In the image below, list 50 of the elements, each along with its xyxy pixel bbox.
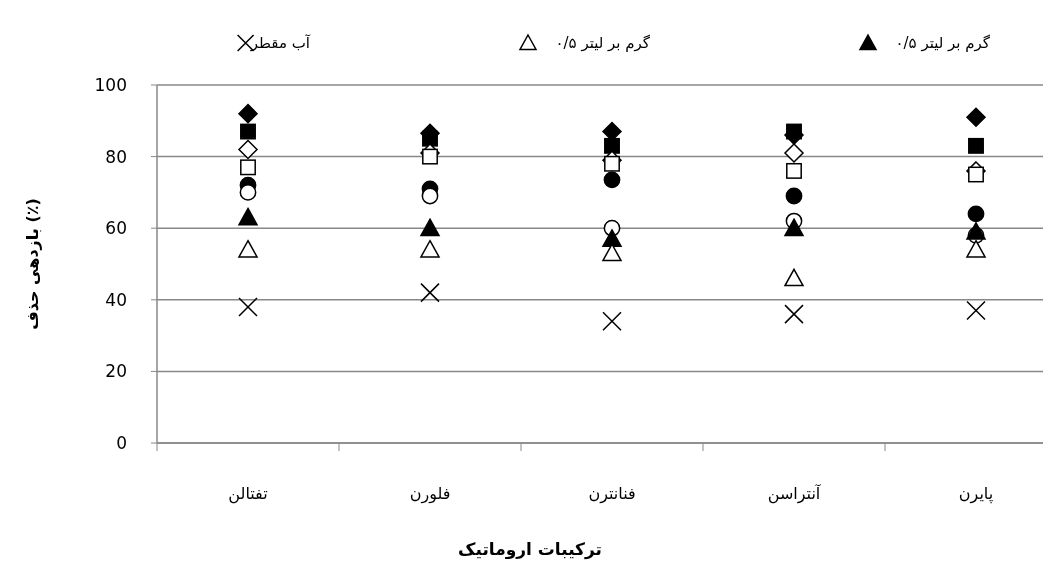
point (968, 166, 984, 183)
point (422, 130, 438, 147)
point (966, 239, 986, 258)
point (238, 139, 258, 160)
x-tick-label: تفتالن (228, 484, 268, 504)
legend-label: آب مقطر (249, 34, 311, 52)
point (602, 311, 622, 332)
point (603, 171, 621, 189)
point (238, 103, 258, 124)
y-tick-label: 20 (105, 361, 127, 382)
point (422, 148, 438, 165)
point (238, 297, 258, 317)
legend-label: ۰/۵ گرم بر لیتر (555, 34, 651, 52)
point (966, 300, 986, 321)
point (420, 239, 440, 258)
x-tick-label: آنتراسن (767, 484, 822, 504)
x-tick-label: فنانترن (588, 484, 636, 504)
point (784, 143, 804, 163)
y-tick-label: 40 (105, 289, 127, 310)
point (239, 184, 257, 201)
x-axis-title: ترکیبات اروماتیک (458, 539, 602, 560)
point (968, 137, 984, 154)
y-tick-label: 0 (116, 432, 127, 453)
point (786, 162, 802, 179)
y-tick-label: 80 (105, 146, 127, 167)
x-tick-label: پایرن (958, 484, 994, 504)
point (967, 205, 985, 223)
point (602, 229, 622, 247)
x-tick-label: فلورن (409, 484, 451, 504)
point (240, 123, 256, 140)
point (966, 107, 986, 127)
point (784, 218, 804, 237)
legend-label: ۰/۵ گرم بر لیتر (895, 34, 991, 52)
point (238, 239, 258, 258)
point (785, 187, 803, 205)
point (420, 282, 440, 303)
point (602, 243, 622, 262)
point (784, 268, 804, 287)
point (420, 218, 440, 237)
point (604, 137, 620, 154)
point (604, 155, 620, 172)
y-tick-label: 100 (94, 74, 127, 95)
y-axis-title: بازدهی حذف (٪) (23, 198, 42, 330)
point (238, 207, 258, 226)
point (240, 159, 256, 176)
point (966, 222, 986, 240)
point (786, 123, 802, 140)
point (421, 187, 439, 205)
y-tick-label: 60 (105, 218, 127, 239)
point (784, 304, 804, 324)
